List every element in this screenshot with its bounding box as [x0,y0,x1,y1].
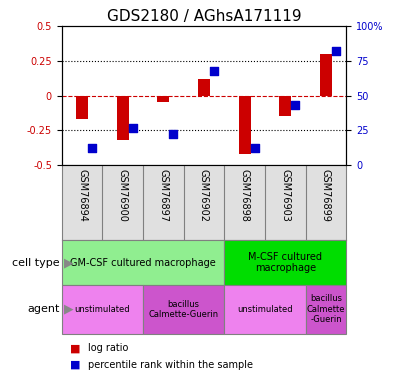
Bar [238,96,251,154]
Title: GDS2180 / AGhsA171119: GDS2180 / AGhsA171119 [107,9,301,24]
Bar [224,240,346,285]
Text: percentile rank within the sample: percentile rank within the sample [88,360,253,370]
Text: GM-CSF cultured macrophage: GM-CSF cultured macrophage [70,258,216,267]
Text: GSM76899: GSM76899 [321,169,331,222]
Text: M-CSF cultured
macrophage: M-CSF cultured macrophage [248,252,322,273]
Text: bacillus
Calmette-Guerin: bacillus Calmette-Guerin [148,300,219,319]
Text: GSM76903: GSM76903 [280,169,290,222]
Point [292,102,298,108]
Text: ■: ■ [70,360,80,370]
Text: GSM76898: GSM76898 [240,169,250,222]
Text: unstimulated: unstimulated [237,305,293,314]
Text: cell type: cell type [12,258,60,267]
Text: GSM76894: GSM76894 [77,169,87,222]
Bar [76,96,88,119]
Bar [143,285,224,334]
Text: ■: ■ [70,343,80,353]
Text: GSM76897: GSM76897 [158,169,168,222]
Text: GSM76902: GSM76902 [199,169,209,222]
Text: GSM76900: GSM76900 [118,169,128,222]
Bar [224,285,306,334]
Bar [157,96,170,102]
Bar [62,240,224,285]
Point [211,68,217,74]
Text: agent: agent [27,304,60,314]
Bar [306,285,346,334]
Text: bacillus
Calmette
-Guerin: bacillus Calmette -Guerin [307,294,345,324]
Bar [62,285,143,334]
Bar [320,54,332,96]
Point [89,146,96,152]
Bar [117,96,129,140]
Point [252,146,258,152]
Point [130,124,136,130]
Text: ▶: ▶ [64,256,73,269]
Point [333,48,339,54]
Text: log ratio: log ratio [88,343,128,353]
Text: ▶: ▶ [64,303,73,316]
Bar [198,79,210,96]
Text: unstimulated: unstimulated [74,305,130,314]
Bar [279,96,291,116]
Point [170,132,177,138]
